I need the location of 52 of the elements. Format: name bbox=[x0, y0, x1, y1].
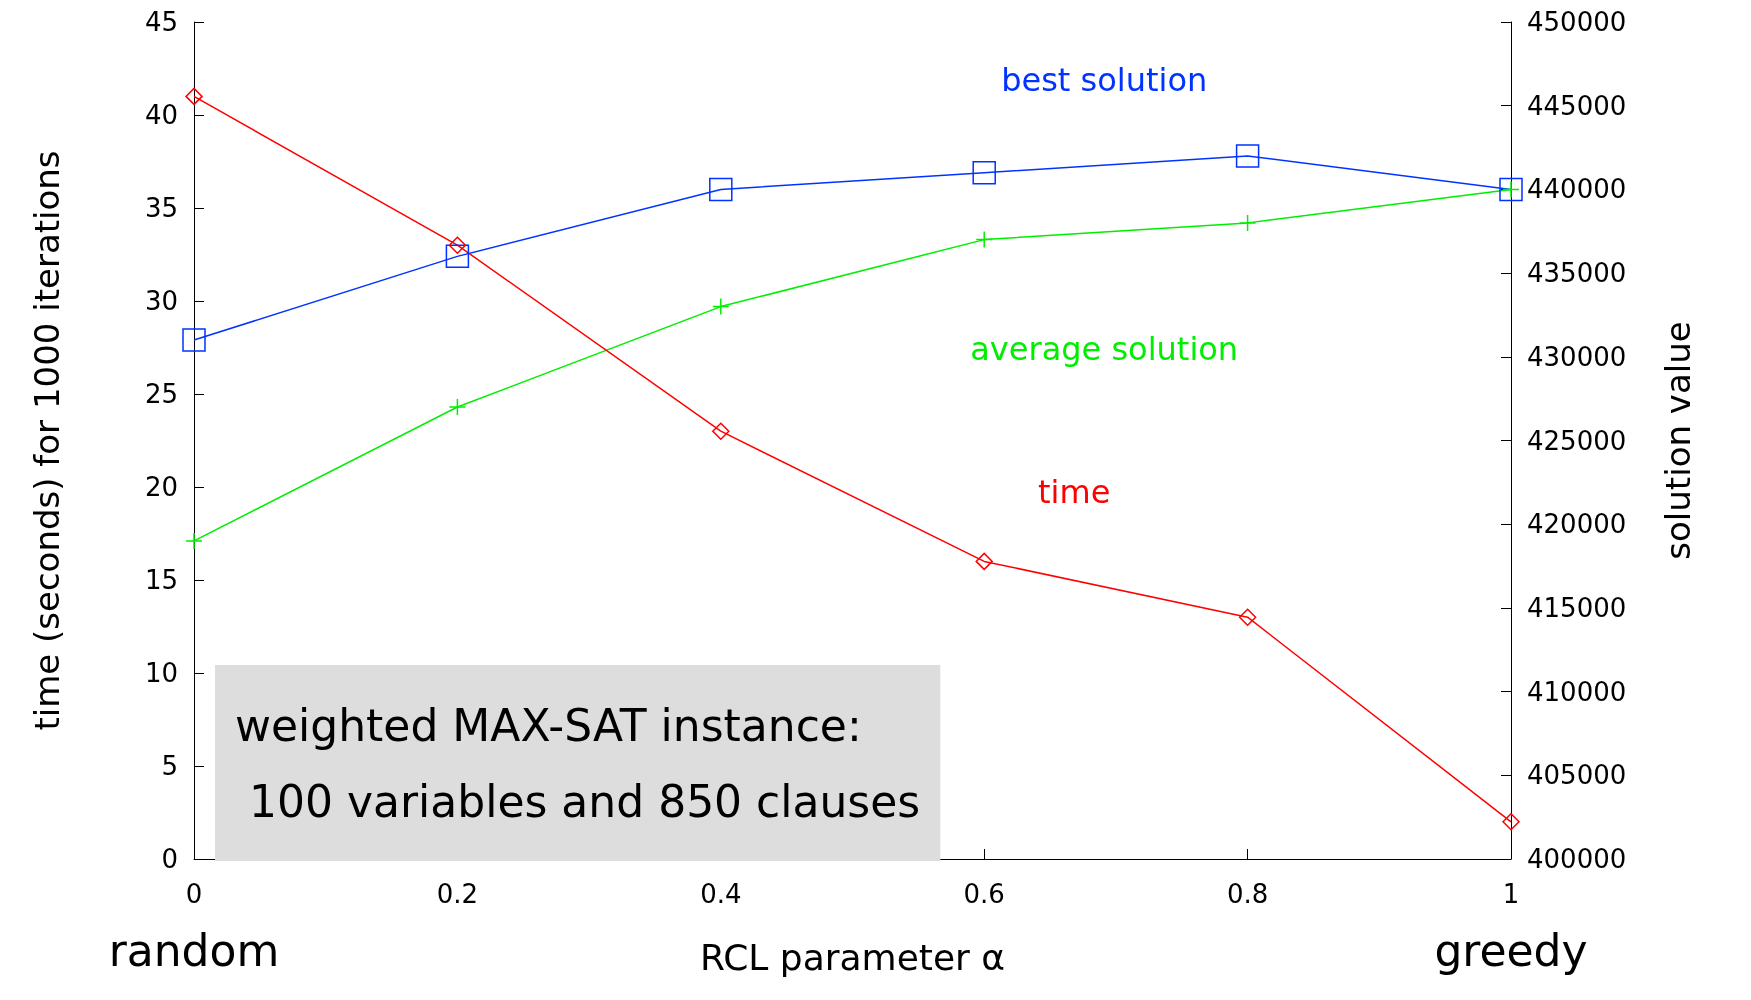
point bbox=[975, 230, 993, 249]
point bbox=[1235, 144, 1260, 168]
y-tick-label: 10 bbox=[144, 658, 178, 688]
series-label: time bbox=[1038, 472, 1111, 511]
y2-tick-label: 425000 bbox=[1527, 425, 1627, 456]
x-tick-label: 1 bbox=[1502, 879, 1520, 909]
y2-tick-label: 405000 bbox=[1527, 760, 1627, 791]
y-tick-label: 0 bbox=[161, 844, 178, 874]
x-tick-label: 0.6 bbox=[963, 879, 1005, 909]
y2-tick-label: 440000 bbox=[1527, 174, 1627, 205]
point bbox=[448, 398, 467, 416]
point bbox=[712, 422, 730, 440]
y-tick-label: 5 bbox=[161, 751, 178, 781]
y2-tick-label: 415000 bbox=[1527, 592, 1627, 623]
y2-tick-label: 430000 bbox=[1527, 341, 1627, 372]
point bbox=[709, 177, 733, 202]
text: greedy bbox=[1434, 924, 1588, 976]
point bbox=[972, 160, 996, 185]
y-tick-label: 15 bbox=[144, 565, 178, 595]
y2-tick-label: 410000 bbox=[1527, 676, 1627, 707]
y-tick-label: 45 bbox=[144, 7, 178, 37]
point bbox=[182, 328, 206, 352]
point bbox=[1502, 813, 1520, 831]
y-tick-label: 35 bbox=[144, 193, 178, 223]
y2-tick-label: 435000 bbox=[1527, 258, 1627, 289]
point bbox=[185, 87, 203, 106]
x-tick-label: 0 bbox=[185, 879, 203, 909]
y2-tick-label: 420000 bbox=[1527, 509, 1627, 540]
y-tick-label: 20 bbox=[144, 472, 178, 502]
point bbox=[1238, 214, 1257, 232]
point bbox=[975, 552, 993, 571]
y-tick-label: 40 bbox=[144, 100, 178, 130]
point bbox=[712, 297, 730, 316]
point bbox=[445, 244, 470, 269]
text: average solution bbox=[970, 330, 1239, 369]
y-axis-title: time (seconds) for 1000 iterations bbox=[27, 150, 67, 731]
text: random bbox=[108, 924, 280, 976]
point bbox=[185, 532, 203, 550]
y2-tick-label: 450000 bbox=[1527, 7, 1627, 37]
y2-tick-label: 445000 bbox=[1527, 90, 1627, 121]
point bbox=[448, 236, 467, 254]
x-axis-title: RCL parameter α bbox=[699, 936, 1006, 978]
y2-tick-label: 400000 bbox=[1527, 844, 1627, 874]
series-label: best solution bbox=[1001, 60, 1208, 99]
x-tick-label: 0.8 bbox=[1226, 879, 1269, 909]
annotation: weighted MAX-SAT instance: 100 variables and 850 clauses bbox=[235, 699, 921, 827]
x-tick-label: 0.2 bbox=[436, 879, 479, 909]
x-tick-label: 0.4 bbox=[700, 879, 742, 909]
y-tick-label: 25 bbox=[144, 379, 178, 409]
y-tick-label: 30 bbox=[144, 286, 178, 316]
point bbox=[1238, 608, 1257, 626]
y2-axis-title: solution value bbox=[1658, 321, 1698, 560]
